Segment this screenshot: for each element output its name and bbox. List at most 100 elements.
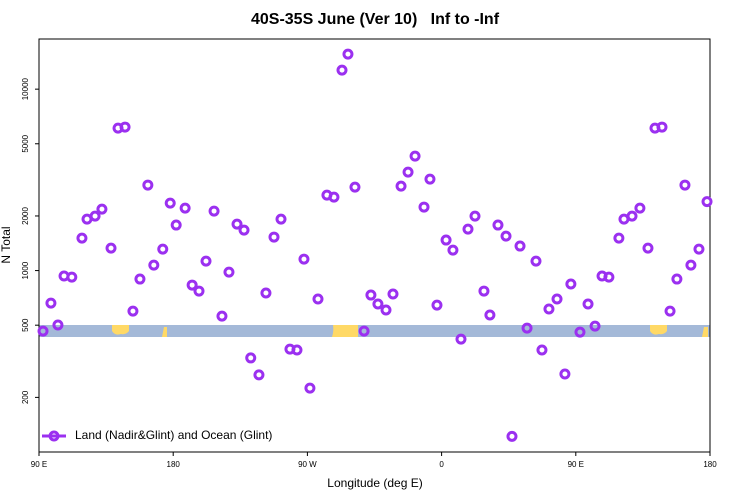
point <box>642 242 654 254</box>
point <box>260 287 272 299</box>
point <box>514 240 526 252</box>
point <box>701 196 713 208</box>
point <box>387 288 399 300</box>
point <box>223 266 235 278</box>
point <box>245 352 257 364</box>
point <box>492 219 504 231</box>
surface-strip <box>39 325 710 337</box>
point <box>193 285 205 297</box>
point <box>418 201 430 213</box>
point <box>582 298 594 310</box>
land-strip <box>112 325 129 335</box>
y-axis-label: N Total <box>0 226 13 263</box>
point <box>157 243 169 255</box>
point <box>304 382 316 394</box>
point <box>664 305 676 317</box>
point <box>613 232 625 244</box>
point <box>119 121 131 133</box>
point <box>200 255 212 267</box>
point <box>565 278 577 290</box>
point <box>365 289 377 301</box>
point <box>66 271 78 283</box>
y-tick-label: 1000 <box>21 261 30 279</box>
point <box>298 253 310 265</box>
y-tick-label: 5000 <box>21 134 30 152</box>
point <box>52 319 64 331</box>
point <box>127 305 139 317</box>
point <box>530 255 542 267</box>
x-tick-label: 90 W <box>298 460 317 469</box>
point <box>395 180 407 192</box>
point <box>574 326 586 338</box>
point <box>380 304 392 316</box>
x-tick-label: 0 <box>439 460 444 469</box>
point <box>447 244 459 256</box>
point <box>134 273 146 285</box>
point <box>231 218 243 230</box>
point <box>89 210 101 222</box>
legend-marker <box>48 430 60 442</box>
point <box>440 234 452 246</box>
point <box>469 210 481 222</box>
point <box>543 303 555 315</box>
point <box>76 232 88 244</box>
point <box>478 285 490 297</box>
y-tick-label: 2000 <box>21 207 30 225</box>
point <box>685 259 697 271</box>
point <box>164 197 176 209</box>
x-tick-label: 180 <box>167 460 181 469</box>
point <box>37 325 49 337</box>
y-tick-label: 200 <box>21 390 30 404</box>
point <box>634 202 646 214</box>
point <box>693 243 705 255</box>
land-strip <box>332 325 358 337</box>
point <box>105 242 117 254</box>
land-strip <box>162 327 167 337</box>
point <box>312 293 324 305</box>
point <box>462 223 474 235</box>
x-tick-label: 90 E <box>568 460 584 469</box>
point <box>170 219 182 231</box>
point <box>45 297 57 309</box>
point <box>656 121 668 133</box>
x-tick-label: 90 E <box>31 460 47 469</box>
legend-label: Land (Nadir&Glint) and Ocean (Glint) <box>75 428 272 442</box>
point <box>328 191 340 203</box>
point <box>336 64 348 76</box>
plot-frame <box>38 38 711 453</box>
point <box>349 181 361 193</box>
point <box>342 48 354 60</box>
point <box>409 150 421 162</box>
land-strip <box>650 325 667 335</box>
land-strip <box>702 327 708 337</box>
point <box>551 293 563 305</box>
point <box>148 259 160 271</box>
x-axis-label: Longitude (deg E) <box>327 476 422 490</box>
point <box>559 368 571 380</box>
x-tick-label: 180 <box>703 460 717 469</box>
point <box>216 310 228 322</box>
point <box>402 166 414 178</box>
point <box>358 325 370 337</box>
point <box>142 179 154 191</box>
point <box>603 271 615 283</box>
point <box>679 179 691 191</box>
point <box>626 210 638 222</box>
point <box>589 320 601 332</box>
point <box>521 322 533 334</box>
point <box>253 369 265 381</box>
chart-title: 40S-35S June (Ver 10) Inf to -Inf <box>251 11 500 28</box>
point <box>506 430 518 442</box>
point <box>431 299 443 311</box>
point <box>275 213 287 225</box>
point <box>208 205 220 217</box>
point <box>179 202 191 214</box>
point <box>291 344 303 356</box>
y-tick-label: 10000 <box>21 77 30 100</box>
point <box>186 279 198 291</box>
point <box>484 309 496 321</box>
point <box>536 344 548 356</box>
point <box>500 230 512 242</box>
